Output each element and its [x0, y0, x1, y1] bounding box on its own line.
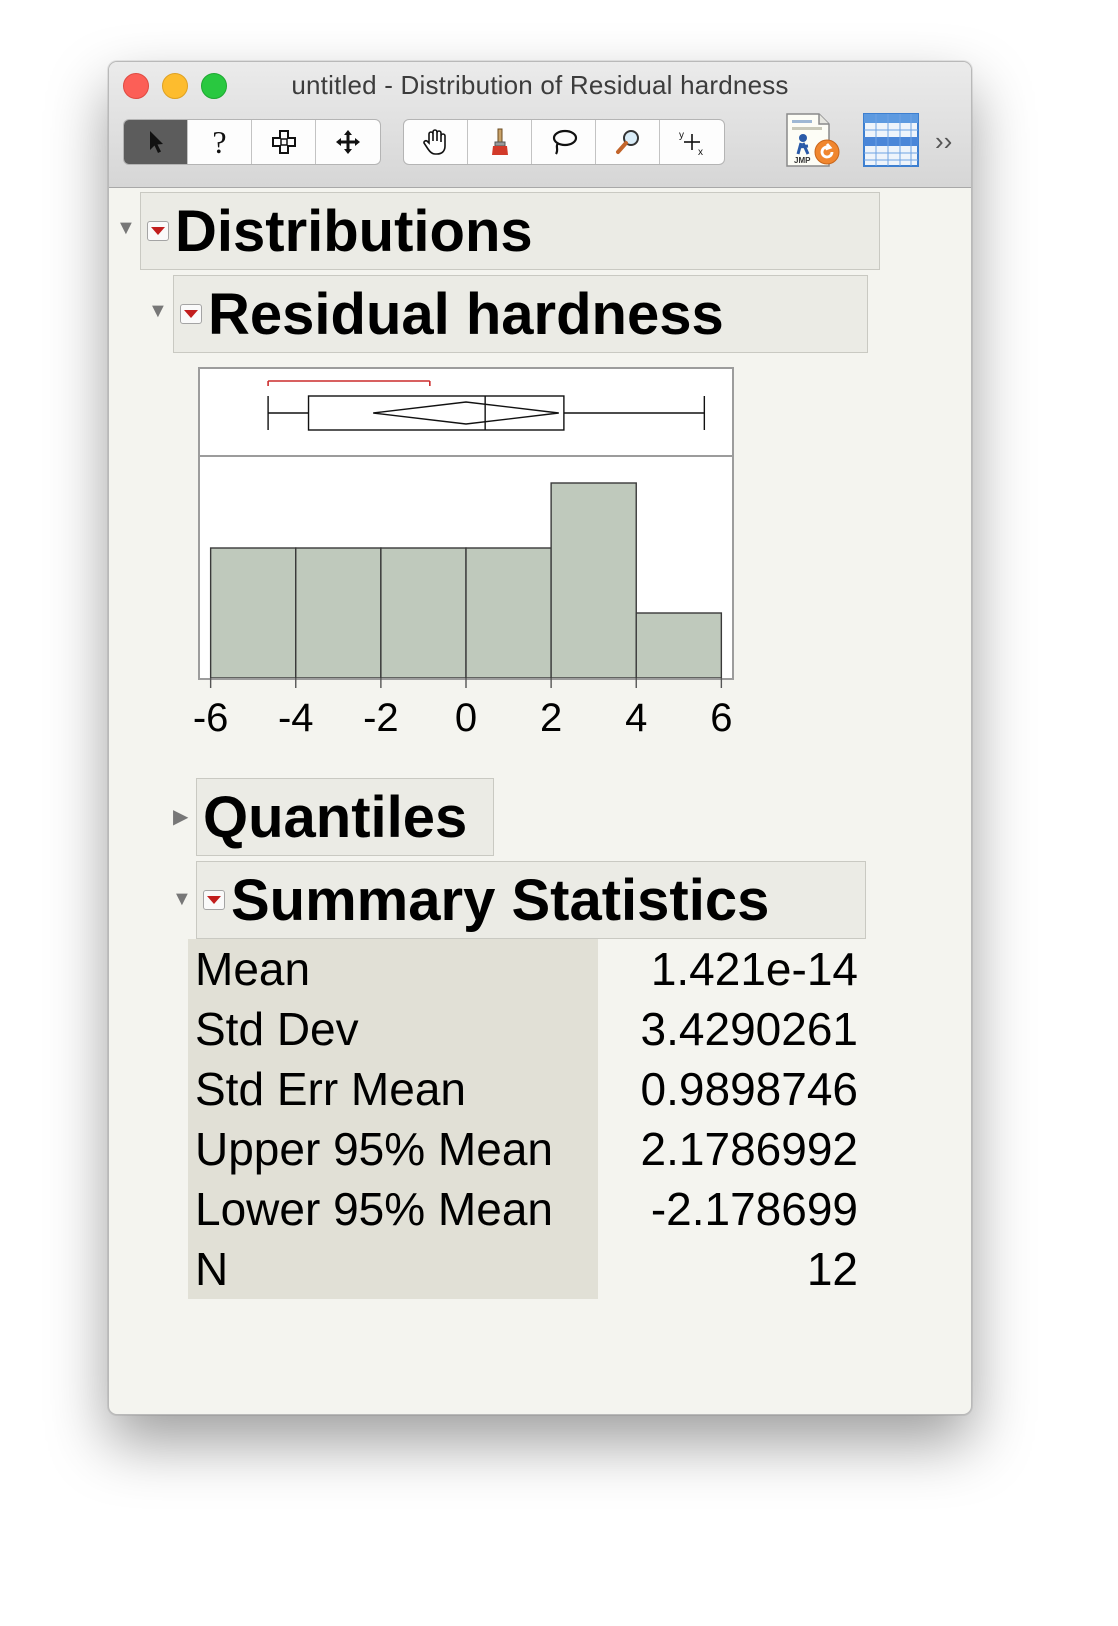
- variable-outline-header[interactable]: Residual hardness: [173, 275, 868, 353]
- quantiles-disclosure-icon[interactable]: ▶: [173, 806, 189, 828]
- x-tick-label: -2: [363, 696, 399, 740]
- hand-tool-button[interactable]: [404, 120, 468, 164]
- histogram-frame: [198, 455, 734, 680]
- stat-value: 3.4290261: [640, 1003, 858, 1055]
- table-row: N 12: [188, 1239, 858, 1299]
- x-tick-label: -4: [277, 696, 314, 740]
- help-icon: ?: [212, 123, 227, 160]
- svg-text:x: x: [698, 147, 703, 157]
- summary-disclosure-icon[interactable]: ▼: [172, 888, 192, 910]
- title-bar: untitled - Distribution of Residual hard…: [109, 62, 971, 188]
- data-table-icon[interactable]: [861, 110, 921, 170]
- table-row: Upper 95% Mean 2.1786992: [188, 1119, 858, 1179]
- selection-icon: [271, 130, 296, 154]
- x-tick-label: 4: [625, 696, 648, 740]
- stat-value: 2.1786992: [640, 1123, 858, 1175]
- histogram-bar: [295, 547, 382, 679]
- stat-label: Upper 95% Mean: [188, 1119, 598, 1179]
- magnifier-icon: [615, 130, 639, 154]
- arrow-tool-button[interactable]: [124, 120, 188, 164]
- stat-label: Lower 95% Mean: [188, 1179, 598, 1239]
- summary-menu-icon[interactable]: [203, 890, 225, 910]
- stat-label: Mean: [188, 939, 598, 999]
- table-row: Std Dev 3.4290261: [188, 999, 858, 1059]
- quartile-box: [307, 395, 565, 431]
- stat-label: Std Err Mean: [188, 1059, 598, 1119]
- lasso-icon: [552, 129, 577, 155]
- magnifier-tool-button[interactable]: [596, 120, 660, 164]
- variable-menu-icon[interactable]: [180, 304, 202, 324]
- box-plot[interactable]: [200, 369, 732, 456]
- help-tool-button[interactable]: ?: [188, 120, 252, 164]
- stat-label: Std Dev: [188, 999, 598, 1059]
- histogram-bar: [550, 482, 637, 679]
- move-tool-button[interactable]: [316, 120, 380, 164]
- lasso-tool-button[interactable]: [532, 120, 596, 164]
- brush-icon: [491, 128, 508, 155]
- stat-value: -2.178699: [650, 1183, 858, 1235]
- box-plot-frame: [198, 367, 734, 458]
- histogram-bar: [465, 547, 552, 679]
- stat-value: 0.9898746: [640, 1063, 858, 1115]
- x-tick-label: 6: [710, 696, 733, 740]
- summary-title: Summary Statistics: [231, 867, 770, 933]
- histogram[interactable]: [200, 457, 732, 679]
- window-title: untitled - Distribution of Residual hard…: [291, 70, 789, 100]
- brush-tool-button[interactable]: [468, 120, 532, 164]
- close-window-button[interactable]: [123, 73, 149, 99]
- x-tick-label: 2: [539, 696, 563, 740]
- x-tick-label: -6: [192, 696, 229, 740]
- table-row: Std Err Mean 0.9898746: [188, 1059, 858, 1119]
- crosshair-icon: yx: [679, 130, 703, 157]
- variable-title: Residual hardness: [208, 281, 724, 347]
- toolbar-overflow-button[interactable]: ››: [935, 126, 953, 156]
- histogram-bar: [380, 547, 467, 679]
- distributions-outline-header[interactable]: Distributions: [140, 192, 880, 270]
- x-axis-ticks: [209, 678, 723, 688]
- stat-value: 1.421e-14: [650, 943, 858, 995]
- selection-tool-button[interactable]: [252, 120, 316, 164]
- minimize-window-button[interactable]: [162, 73, 188, 99]
- summary-outline-header[interactable]: Summary Statistics: [196, 861, 866, 939]
- zoom-window-button[interactable]: [201, 73, 227, 99]
- summary-statistics-table: Mean 1.421e-14 Std Dev 3.4290261 Std Err…: [188, 939, 858, 1299]
- quantiles-title: Quantiles: [203, 784, 468, 850]
- move-icon: [336, 130, 360, 154]
- table-row: Mean 1.421e-14: [188, 939, 858, 999]
- tool-group-selection: ?: [123, 119, 381, 165]
- quantiles-outline-header[interactable]: Quantiles: [196, 778, 494, 856]
- table-row: Lower 95% Mean -2.178699: [188, 1179, 858, 1239]
- hand-icon: [422, 129, 446, 155]
- arrow-icon: [149, 131, 163, 153]
- stat-label: N: [188, 1239, 598, 1299]
- svg-text:y: y: [679, 130, 684, 141]
- report-window: untitled - Distribution of Residual hard…: [108, 61, 972, 1415]
- stat-value: 12: [806, 1243, 858, 1295]
- jmp-script-icon[interactable]: JMP: [781, 110, 841, 170]
- variable-disclosure-icon[interactable]: ▼: [148, 300, 168, 322]
- svg-text:JMP: JMP: [794, 156, 811, 165]
- histogram-bar: [635, 612, 723, 679]
- distributions-disclosure-icon[interactable]: ▼: [116, 217, 136, 239]
- mean-diamond: [373, 401, 559, 425]
- histogram-bar: [209, 547, 297, 679]
- distributions-menu-icon[interactable]: [147, 221, 169, 241]
- distributions-title: Distributions: [175, 198, 533, 264]
- x-tick-label: 0: [454, 696, 478, 740]
